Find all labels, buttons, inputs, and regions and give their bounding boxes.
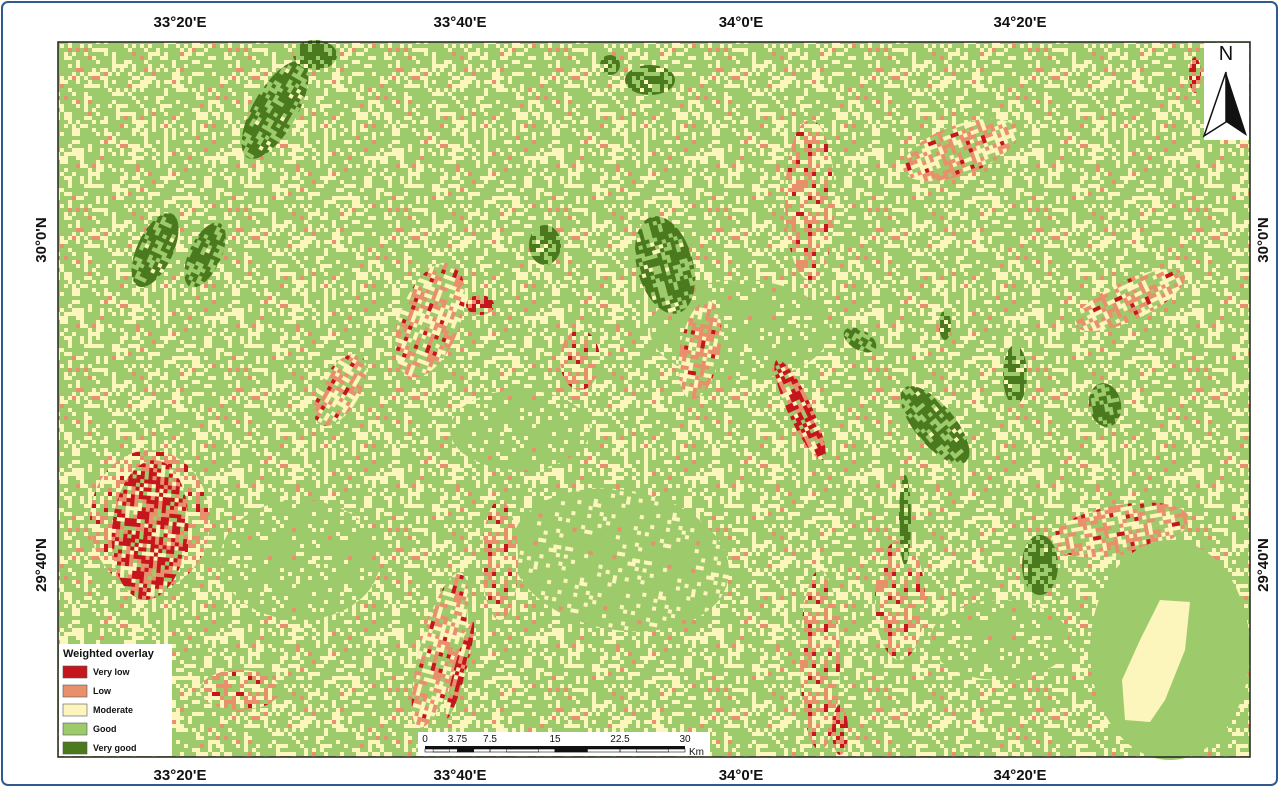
legend-label: Very low [93, 667, 131, 677]
scale-tick-label: 7.5 [483, 734, 497, 745]
legend-swatch [63, 685, 87, 697]
legend-box [59, 644, 172, 756]
very-good-zone [600, 55, 620, 75]
lon-label: 34°0'E [719, 767, 764, 784]
very-low-zone [832, 705, 848, 755]
scale-segment [620, 746, 685, 749]
very-good-zone [1022, 535, 1058, 595]
very-low-zone [1189, 57, 1201, 93]
very-good-zone [939, 310, 951, 340]
lat-label: 30°0'N [33, 217, 50, 262]
low-zone [200, 670, 280, 710]
legend-swatch [63, 723, 87, 735]
low-zone [875, 540, 925, 660]
scale-segment [433, 749, 449, 752]
low-zone [785, 120, 835, 280]
good-zone [220, 500, 380, 620]
map-area [58, 40, 1250, 760]
scale-segment [425, 746, 458, 749]
scale-segment [555, 746, 620, 749]
low-zone [560, 330, 600, 390]
scale-bar: 0 3.75 7.5 15 22.5 30 Km [418, 732, 710, 758]
scale-segment [490, 746, 555, 749]
very-low-zone [466, 295, 494, 315]
legend-label: Very good [93, 743, 137, 753]
scale-segment [458, 746, 491, 749]
very-good-zone [899, 475, 911, 565]
scale-segment [506, 749, 539, 752]
legend-title: Weighted overlay [63, 648, 155, 660]
map-background [58, 42, 1250, 757]
good-zone [930, 600, 1070, 680]
scale-tick-label: 30 [679, 734, 691, 745]
scale-tick-label: 15 [549, 734, 561, 745]
lon-label: 33°40'E [434, 14, 487, 31]
low-zone [482, 500, 518, 620]
map-figure: 33°20'E 33°40'E 34°0'E 34°20'E 33°20'E 3… [0, 0, 1279, 787]
scale-segment [458, 749, 474, 752]
scale-segment [555, 749, 588, 752]
very-good-zone [293, 40, 337, 70]
very-good-zone [625, 65, 675, 95]
legend-swatch [63, 666, 87, 678]
good-zone [450, 390, 590, 470]
legend-label: Low [93, 686, 112, 696]
legend-swatch [63, 704, 87, 716]
lat-label: 30°0'N [1255, 217, 1272, 262]
legend-label: Good [93, 724, 117, 734]
scale-unit: Km [689, 747, 704, 758]
scale-tick-label: 22.5 [610, 734, 630, 745]
very-good-zone [529, 225, 561, 265]
north-label: N [1219, 43, 1233, 65]
lon-label: 34°20'E [994, 14, 1047, 31]
lon-label: 34°0'E [719, 14, 764, 31]
legend-swatch [63, 742, 87, 754]
scale-tick-label: 0 [422, 734, 428, 745]
north-arrow: N [1204, 43, 1249, 140]
legend-label: Moderate [93, 705, 133, 715]
lon-label: 33°40'E [434, 767, 487, 784]
lon-label: 34°20'E [994, 767, 1047, 784]
scale-segment [636, 749, 669, 752]
lat-label: 29°40'N [33, 538, 50, 592]
lat-label: 29°40'N [1255, 538, 1272, 592]
legend: Weighted overlay Very low Low Moderate Good… [59, 644, 172, 756]
page: { "map": { "top_labels": ["33°20'E", "33… [0, 0, 1279, 787]
very-good-zone [1003, 345, 1027, 405]
lon-label: 33°20'E [154, 767, 207, 784]
scale-tick-label: 3.75 [448, 734, 468, 745]
lon-label: 33°20'E [154, 14, 207, 31]
